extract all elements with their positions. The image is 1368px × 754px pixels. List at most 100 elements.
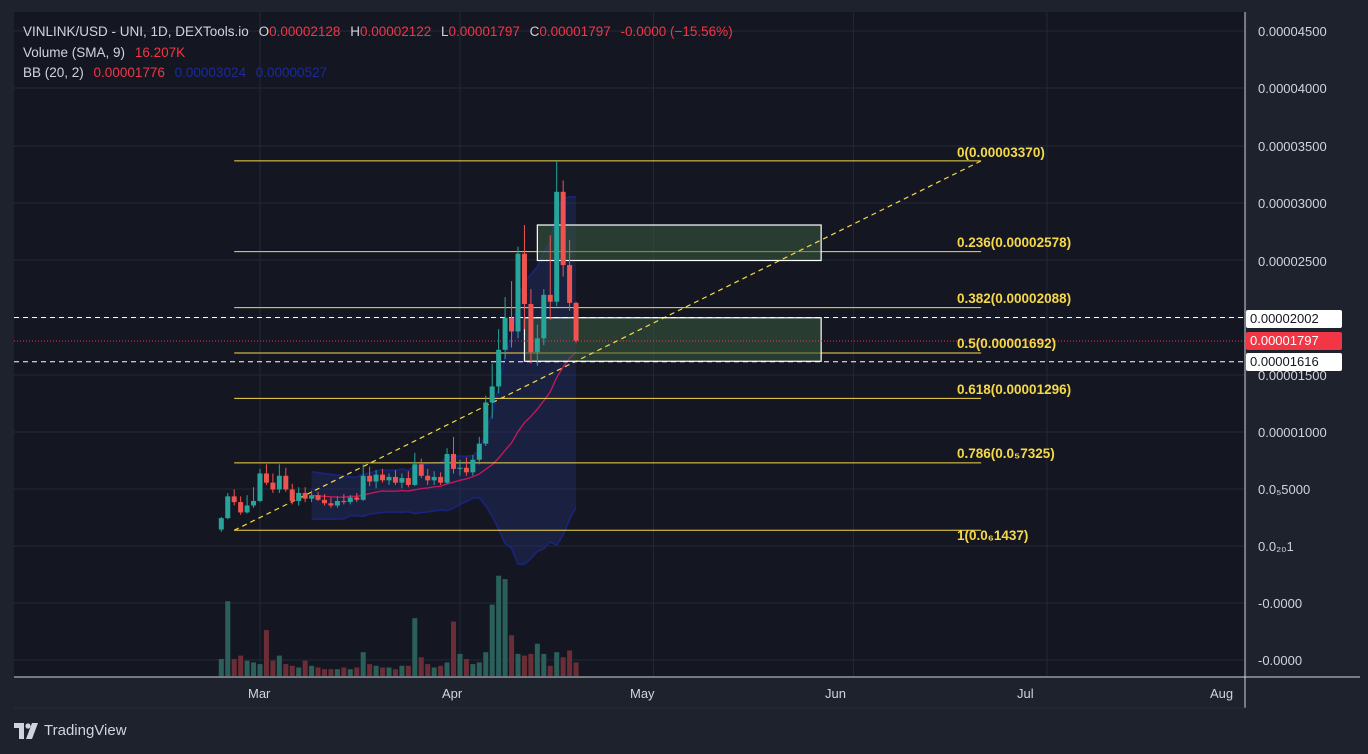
candle-body	[380, 474, 386, 481]
candle-body	[283, 475, 289, 490]
candle-body	[251, 500, 257, 506]
candle-body	[444, 454, 450, 483]
candle-body	[328, 503, 334, 506]
candle-body	[392, 476, 398, 483]
volume-bar	[334, 669, 340, 676]
volume-bar	[489, 604, 495, 676]
volume-bar	[567, 650, 573, 676]
bb-legend: BB (20, 2) 0.00001776 0.00003024 0.00000…	[23, 65, 333, 80]
volume-bar	[412, 618, 418, 676]
volume-bar	[380, 667, 386, 676]
candle-body	[502, 317, 508, 350]
candle-body	[554, 191, 560, 302]
candle-body	[476, 443, 482, 460]
price-tick: 0.00003500	[1258, 139, 1327, 154]
candle-body	[515, 253, 521, 332]
candle-body	[315, 495, 321, 500]
candle-body	[412, 464, 418, 485]
candle-body	[425, 475, 431, 481]
time-tick: May	[630, 686, 655, 701]
tradingview-brand: TradingView	[44, 722, 127, 739]
candle-body	[302, 492, 308, 499]
candle-body	[386, 476, 392, 481]
price-tick: 0.00002500	[1258, 254, 1327, 269]
time-tick: Aug	[1210, 686, 1234, 701]
volume-bar	[496, 575, 502, 676]
candle-body	[470, 459, 476, 473]
candle-body	[296, 492, 302, 501]
bb-upper-line	[311, 195, 577, 478]
last-price-tag: 0.00001797	[1246, 332, 1342, 350]
volume-bar	[534, 643, 540, 676]
volume-bar	[425, 664, 431, 676]
close-label: C	[529, 24, 540, 39]
volume-bar	[386, 667, 392, 676]
price-tick: 0.00001000	[1258, 425, 1327, 440]
volume-bar	[528, 653, 534, 676]
candle-body	[560, 191, 566, 266]
volume-bar	[399, 665, 405, 676]
candle-body	[463, 467, 469, 473]
fib-label-0618: 0.618(0.00001296)	[957, 382, 1072, 397]
volume-bar	[225, 601, 231, 676]
volume-bar	[218, 659, 224, 676]
bb-basis-value: 0.00001776	[93, 65, 165, 80]
open-label: O	[258, 24, 270, 39]
candle-body	[367, 475, 373, 482]
time-tick: Mar	[248, 686, 271, 701]
candle-body	[438, 476, 444, 483]
open-value: 0.00002128	[269, 24, 341, 39]
volume-bar	[315, 667, 321, 676]
volume-legend: Volume (SMA, 9) 16.207K	[23, 45, 191, 60]
volume-bar	[283, 664, 289, 676]
price-tick: 0.00004000	[1258, 81, 1327, 96]
fib-label-05: 0.5(0.00001692)	[957, 336, 1057, 351]
price-tick: 0.00003000	[1258, 196, 1327, 211]
volume-bar	[438, 665, 444, 676]
tradingview-logo-icon	[14, 722, 38, 739]
fib-label-0786: 0.786(0.0₅7325)	[957, 446, 1055, 461]
lower-level-tag: 0.00001616	[1246, 353, 1342, 371]
zone-box	[523, 317, 822, 362]
candle-body	[399, 478, 405, 483]
volume-bar	[541, 653, 547, 676]
volume-bar	[309, 665, 315, 676]
volume-bar	[360, 652, 366, 676]
candle-body	[263, 473, 269, 483]
candle-body	[451, 454, 456, 469]
price-tick: 0.0₅5000	[1258, 482, 1311, 497]
ohlc-legend: VINLINK/USD - UNI, 1D, DEXTools.io O0.00…	[23, 24, 739, 39]
bb-fill	[311, 196, 577, 565]
candle-body	[276, 475, 282, 490]
candle-body	[541, 294, 547, 339]
volume-bar	[373, 665, 379, 676]
volume-bar	[405, 665, 411, 676]
volume-bar	[470, 664, 476, 676]
candle-body	[289, 489, 295, 501]
candle-body	[534, 338, 540, 353]
candle-body	[354, 497, 360, 500]
volume-bar	[547, 665, 553, 676]
candle-body	[573, 302, 579, 341]
candle-body	[238, 502, 244, 513]
volume-bar	[502, 579, 508, 676]
volume-bar	[521, 655, 527, 676]
volume-bar	[444, 662, 450, 676]
time-tick: Apr	[442, 686, 463, 701]
candle-body	[231, 496, 237, 503]
tradingview-logo[interactable]: TradingView	[14, 722, 127, 739]
candle-body	[567, 265, 573, 303]
candle-body	[418, 464, 424, 476]
bb-basis-line	[311, 351, 577, 498]
time-tick: Jul	[1017, 686, 1034, 701]
bb-label: BB (20, 2)	[23, 65, 84, 80]
fib-label-1: 1(0.0₆1437)	[957, 528, 1029, 543]
volume-label: Volume (SMA, 9)	[23, 45, 126, 60]
candle-body	[405, 478, 411, 485]
volume-bar	[270, 660, 276, 676]
candle-body	[547, 294, 553, 302]
volume-bar	[554, 652, 560, 676]
candle-body	[489, 386, 495, 403]
candle-body	[347, 497, 353, 503]
